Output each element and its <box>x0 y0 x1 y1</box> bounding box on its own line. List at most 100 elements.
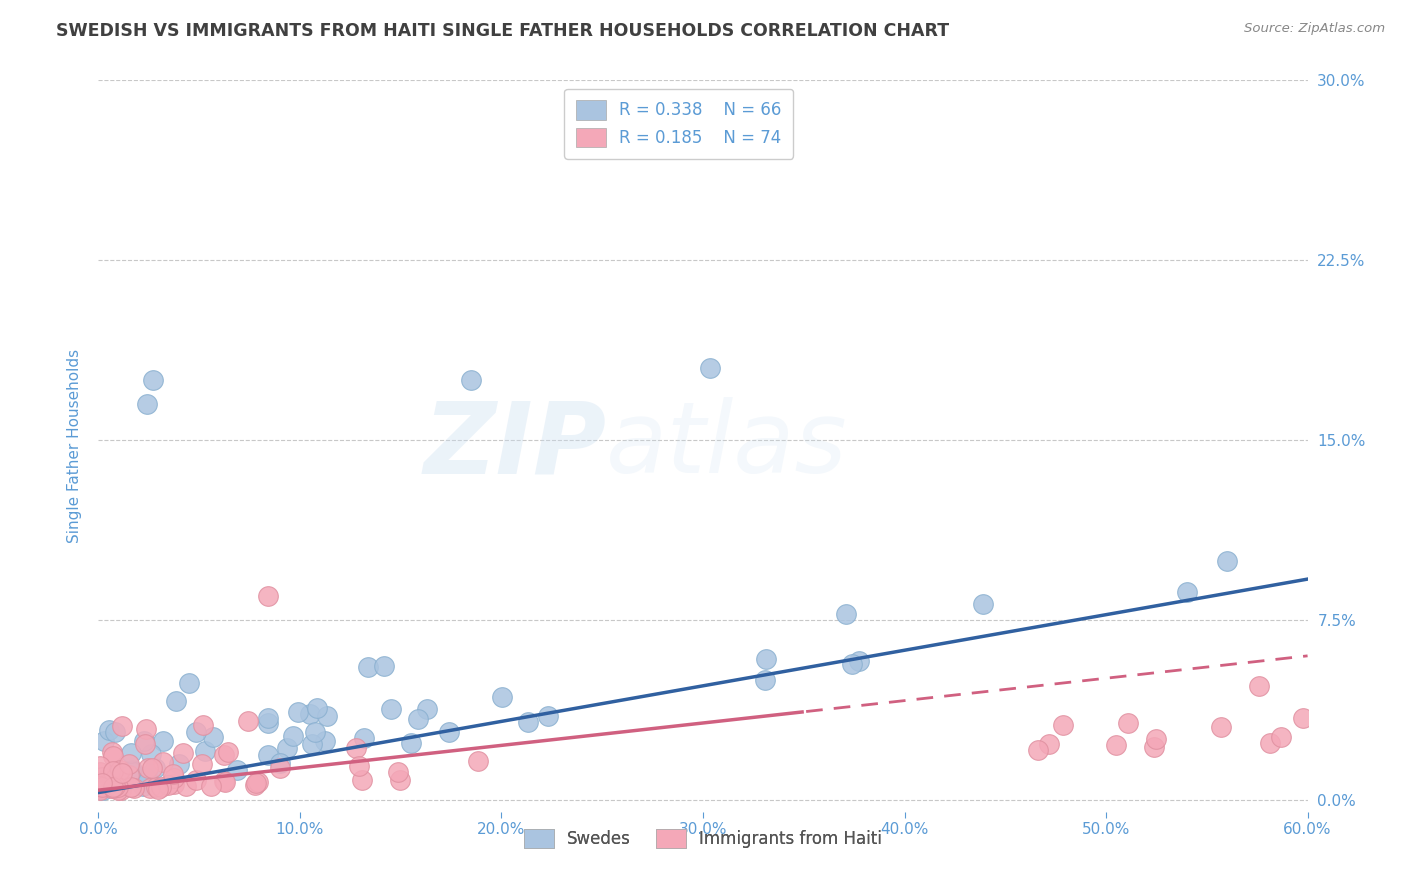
Point <box>90 770 112 784</box>
Point <box>373 658 395 673</box>
Point <box>841 657 863 671</box>
Text: ZIP: ZIP <box>423 398 606 494</box>
Point <box>467 754 489 768</box>
Point <box>214 774 236 789</box>
Point <box>226 763 249 777</box>
Point <box>406 712 429 726</box>
Point <box>298 706 321 721</box>
Point <box>269 761 291 775</box>
Point <box>301 737 323 751</box>
Point <box>1270 730 1292 744</box>
Point <box>389 772 412 787</box>
Point <box>120 746 142 760</box>
Point <box>186 773 208 788</box>
Point <box>1292 711 1315 725</box>
Point <box>245 778 267 792</box>
Point <box>352 772 374 787</box>
Point <box>121 763 143 777</box>
Point <box>111 719 134 733</box>
Point <box>91 783 114 797</box>
Point <box>437 725 460 739</box>
Point <box>89 783 111 797</box>
Point <box>1216 554 1239 568</box>
Point <box>124 780 146 795</box>
Point <box>269 756 291 770</box>
Point <box>356 659 378 673</box>
Point <box>101 781 124 796</box>
Point <box>217 745 239 759</box>
Point <box>90 774 112 789</box>
Point <box>93 776 115 790</box>
Point <box>134 734 156 748</box>
Point <box>247 775 270 789</box>
Point <box>191 757 214 772</box>
Point <box>143 761 166 775</box>
Point <box>537 709 560 723</box>
Point <box>834 607 856 622</box>
Point <box>129 775 152 789</box>
Point <box>100 780 122 795</box>
Point <box>257 748 280 763</box>
Point <box>1258 736 1281 750</box>
Point <box>1038 737 1060 751</box>
Point <box>89 779 111 793</box>
Point <box>387 764 409 779</box>
Point <box>399 736 422 750</box>
Point <box>104 779 127 793</box>
Point <box>353 731 375 745</box>
Point <box>257 589 280 603</box>
Point <box>194 744 217 758</box>
Point <box>162 767 184 781</box>
Point <box>517 715 540 730</box>
Point <box>416 702 439 716</box>
Point <box>110 780 132 795</box>
Point <box>1026 743 1049 757</box>
Point <box>108 764 131 778</box>
Point <box>104 774 127 789</box>
Point <box>1209 720 1232 734</box>
Point <box>136 769 159 783</box>
Point <box>163 771 186 785</box>
Text: atlas: atlas <box>606 398 848 494</box>
Point <box>110 782 132 797</box>
Point <box>128 773 150 788</box>
Point <box>141 761 163 775</box>
Point <box>214 774 236 789</box>
Point <box>245 776 267 790</box>
Point <box>139 747 162 761</box>
Point <box>344 740 367 755</box>
Point <box>145 780 167 794</box>
Point <box>1142 740 1164 755</box>
Point <box>460 373 482 387</box>
Point <box>134 737 156 751</box>
Point <box>256 716 278 731</box>
Point <box>755 652 778 666</box>
Point <box>380 702 402 716</box>
Legend: Swedes, Immigrants from Haiti: Swedes, Immigrants from Haiti <box>517 822 889 855</box>
Point <box>103 725 125 739</box>
Point <box>135 771 157 785</box>
Point <box>120 780 142 794</box>
Point <box>118 768 141 782</box>
Point <box>120 764 142 778</box>
Point <box>89 765 111 780</box>
Point <box>93 734 115 748</box>
Point <box>105 764 128 778</box>
Point <box>287 705 309 719</box>
Point <box>136 397 159 411</box>
Point <box>91 780 114 795</box>
Point <box>172 746 194 760</box>
Point <box>101 764 124 778</box>
Point <box>1144 731 1167 746</box>
Text: Source: ZipAtlas.com: Source: ZipAtlas.com <box>1244 22 1385 36</box>
Point <box>132 780 155 794</box>
Point <box>212 747 235 762</box>
Point <box>699 361 721 376</box>
Point <box>118 756 141 771</box>
Point <box>304 724 326 739</box>
Point <box>148 782 170 797</box>
Point <box>139 780 162 795</box>
Point <box>174 779 197 793</box>
Point <box>200 779 222 793</box>
Point <box>89 759 111 773</box>
